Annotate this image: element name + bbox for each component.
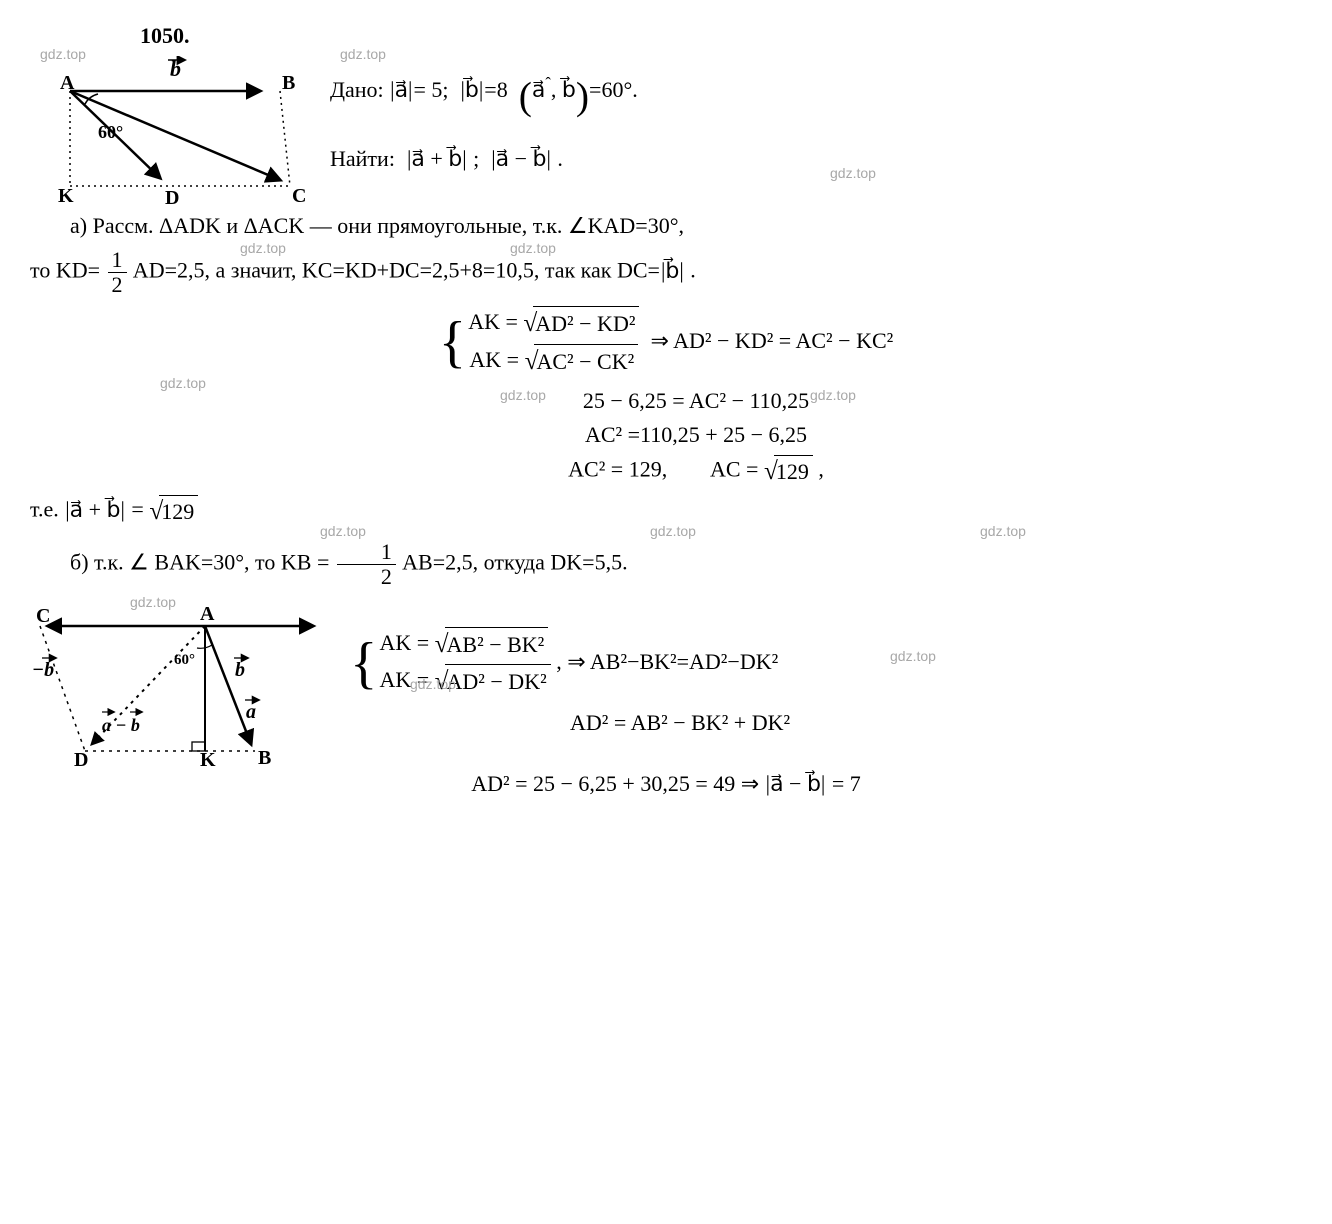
watermark: gdz.top [890,646,936,666]
svg-text:C: C [292,185,306,206]
diagram-b: gdz.top A B C [30,596,330,766]
top-row: gdz.top gdz.top A B C D K 60° [30,56,1302,206]
given-prefix: Дано: [330,77,384,102]
watermark: gdz.top [830,163,876,183]
given-find-block: Дано: |a⃗|= 5; |b⃗|=8 (a⃗ˆ, b⃗)=60°. Най… [310,56,1302,175]
implies-text: ⇒ AD² − KD² = AC² − KC² [650,328,893,353]
watermark: gdz.top [980,521,1026,541]
text: AK = [468,309,523,334]
svg-text:K: K [58,185,74,206]
sum-abs: |a⃗ + b⃗| [64,497,126,522]
part-a-system: { AK = √AD² − KD² AK = √AC² − CK² ⇒ AD² … [30,305,1302,381]
diagram-a: A B C D K 60° b [30,56,310,206]
svg-text:b: b [235,659,245,681]
numerator: 1 [108,248,127,273]
watermark: gdz.top [160,373,206,393]
find-prefix: Найти: [330,146,395,171]
svg-text:B: B [282,72,295,94]
sqrt: √AC² − CK² [525,343,639,381]
watermark: gdz.top [200,238,286,258]
watermark: gdz.top [340,44,386,64]
part-b-line1: б) т.к. ∠ BAK=30°, то KB = 1 2 AB=2,5, о… [30,540,1302,589]
fraction-half: 1 2 [108,248,127,297]
calc-line: AD² = AB² − BK² + DK² [570,707,1302,739]
text: = 7 [826,771,860,796]
part-a-line1: а) Рассм. ΔADK и ΔACK — они прямоугольны… [30,210,1302,242]
angle-val: 60° [601,77,632,102]
text: т.е. [30,497,64,522]
implies-text: , ⇒ AB²−BK²=AD²−DK² [556,649,778,674]
radicand: AC² − CK² [534,344,638,378]
svg-text:B: B [258,747,271,766]
text: AB=2,5, откуда DK=5,5. [398,550,628,575]
find-sum: |a⃗ + b⃗| [406,146,468,171]
b-magnitude: |b⃗| [460,77,485,102]
text: то KD= [30,258,100,283]
radicand: AD² − KD² [533,306,639,340]
svg-text:−b: −b [32,659,54,681]
part-a-label: а) [70,213,87,238]
radicand: AD² − DK² [445,664,551,698]
calc-line: AC² =110,25 + 25 − 6,25 [90,419,1302,451]
left-brace-icon: { [439,320,466,366]
system-line2: AK = √AD² − DK² [379,663,550,701]
part-b-final: AD² = 25 − 6,25 + 30,25 = 49 ⇒ |a⃗ − b⃗|… [30,768,1302,800]
sqrt: √AB² − BK² [435,626,549,664]
svg-text:a: a [246,701,256,723]
calc-line: AC² = 129, AC = √129 , [90,453,1302,490]
watermark: gdz.top [470,238,556,258]
part-b-system-col: { AK = √AB² − BK² AK = √AD² − DK² , ⇒ AB… [330,596,1302,742]
watermark: gdz.top [500,385,546,405]
part-a-result: т.е. |a⃗ + b⃗| = √129 gdz.top gdz.top gd… [30,493,1302,530]
svg-text:C: C [36,605,50,627]
watermark: gdz.top [650,521,696,541]
part-a-calc: 25 − 6,25 = AC² − 110,25 AC² =110,25 + 2… [90,385,1302,489]
a-mag-val: 5 [431,77,442,102]
find-diff: |a⃗ − b⃗| [490,146,552,171]
watermark: gdz.top [410,674,456,694]
text: AK = [469,347,524,372]
svg-text:D: D [165,187,179,206]
part-b-row: gdz.top A B C [30,596,1302,766]
svg-text:D: D [74,749,88,766]
b-vec-abs: |b⃗| [660,258,685,283]
denominator: 2 [108,273,127,297]
svg-text:60°: 60° [98,122,123,142]
radicand: AB² − BK² [445,627,549,661]
system-line1: AK = √AD² − KD² [468,305,639,343]
diagram-a-svg: A B C D K 60° b [30,56,310,206]
calc-line: 25 − 6,25 = AC² − 110,25 [90,385,1302,417]
problem-number: 1050. [140,20,1302,52]
fraction-half: 1 2 [337,540,396,589]
part-b-label: б) [70,550,89,575]
denominator: 2 [337,565,396,589]
brace-system: { AK = √AD² − KD² AK = √AC² − CK² [439,305,640,381]
svg-text:a − b: a − b [102,715,140,735]
given-line: Дано: |a⃗|= 5; |b⃗|=8 (a⃗ˆ, b⃗)=60°. [330,68,1302,125]
diff-abs: |a⃗ − b⃗| [765,771,827,796]
watermark: gdz.top [130,592,176,612]
sqrt: √129 [149,493,198,530]
b-mag-val: 8 [497,77,508,102]
a-magnitude: |a⃗| [389,77,413,102]
left-brace-icon: { [350,641,377,687]
text: т.к. ∠ BAK=30°, то KB = [89,550,335,575]
svg-text:K: K [200,749,216,766]
system-line1: AK = √AB² − BK² [379,626,550,664]
svg-text:60°: 60° [174,652,195,668]
text: AD² = 25 − 6,25 + 30,25 = 49 ⇒ [471,771,764,796]
svg-text:A: A [200,603,215,625]
find-line: Найти: |a⃗ + b⃗| ; |a⃗ − b⃗| . gdz.top [330,143,1302,175]
numerator: 1 [337,540,396,565]
system-line2: AK = √AC² − CK² [468,343,639,381]
text: AD=2,5, а значит, KC=KD+DC=2,5+8=10,5, т… [129,258,660,283]
text: . [685,258,696,283]
sqrt: √AD² − KD² [523,305,639,343]
text: AK = [379,630,434,655]
diagram-b-svg: A B C D K 60° b a −b a − b [30,596,330,766]
watermark: gdz.top [810,385,856,405]
svg-text:A: A [60,72,75,94]
watermark: gdz.top [320,521,366,541]
